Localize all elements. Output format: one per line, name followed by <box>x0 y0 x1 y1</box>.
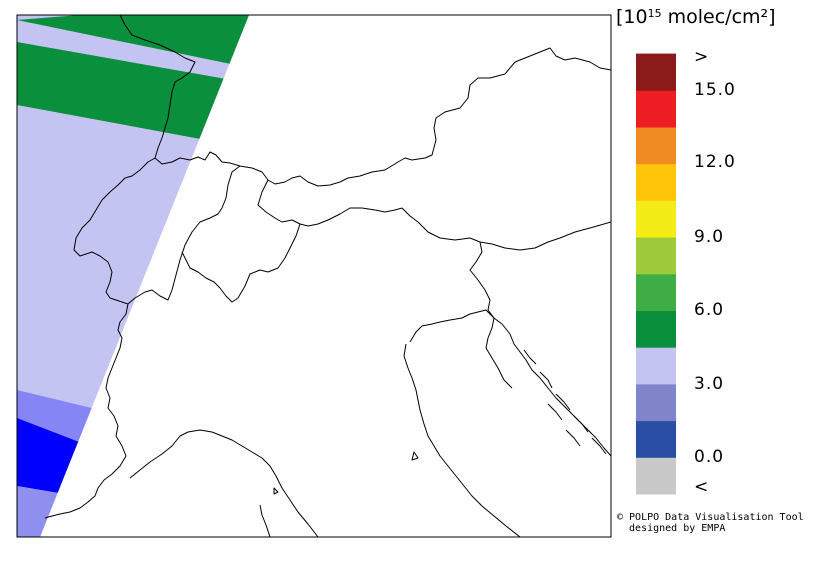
legend-tick-label: 3.0 <box>694 374 725 394</box>
map-area <box>17 15 611 537</box>
map-frame <box>16 14 612 538</box>
unit-exponent: 15 <box>647 7 662 20</box>
border-germany-austria <box>339 47 611 183</box>
unit-suffix: molec/cm²] <box>661 6 776 28</box>
coastline-venice <box>403 343 419 401</box>
border-lines <box>44 15 611 537</box>
legend-swatch <box>636 237 676 275</box>
legend-tick-label: 12.0 <box>694 152 736 172</box>
coastline-adriatic-west <box>409 309 513 389</box>
legend-swatch <box>636 310 676 348</box>
islands-dalmatia <box>523 349 607 455</box>
coastline-ligurian <box>129 429 319 537</box>
border-ticino <box>127 165 241 305</box>
legend-tick-label: < <box>694 477 710 497</box>
swath-band-medium-blue <box>17 390 100 450</box>
credit-text: © POLPO Data Visualisation Tool designed… <box>617 512 804 534</box>
swath-band-green-middle <box>17 42 249 150</box>
legend-swatch <box>636 127 676 165</box>
border-switzerland-italy <box>257 179 403 227</box>
legend-swatch <box>636 457 676 495</box>
legend-unit-title: [1015 molec/cm²] <box>616 6 776 28</box>
swath-band-green-top <box>17 15 249 70</box>
legend-tick-label: 0.0 <box>694 447 725 467</box>
legend-swatch <box>636 90 676 128</box>
legend-swatch <box>636 347 676 385</box>
border-sanmarino <box>411 451 419 461</box>
legend-swatch <box>636 53 676 91</box>
legend-color-bar <box>636 53 676 495</box>
border-austria-italy <box>401 207 611 251</box>
border-italy-slovenia <box>469 241 495 319</box>
legend-tick-label: > <box>694 47 710 67</box>
legend-swatch <box>636 273 676 311</box>
credit-line-2: designed by EMPA <box>617 523 726 534</box>
coastline-corsica <box>259 504 271 537</box>
legend-swatch <box>636 200 676 238</box>
unit-prefix: [10 <box>616 6 648 28</box>
border-france-italy <box>44 303 129 519</box>
legend-swatch <box>636 163 676 201</box>
border-france-switzerland <box>73 157 156 305</box>
island-elba <box>273 487 279 495</box>
legend-swatch <box>636 420 676 458</box>
border-france-germany <box>119 15 196 159</box>
legend-tick-label: 15.0 <box>694 80 736 100</box>
coastline-adriatic-east <box>417 399 521 537</box>
coastline-istria <box>493 317 611 457</box>
legend-swatch <box>636 383 676 422</box>
legend-tick-label: 9.0 <box>694 227 725 247</box>
legend-tick-label: 6.0 <box>694 300 725 320</box>
border-italy-switzerland-west <box>181 223 301 303</box>
credit-line-1: © POLPO Data Visualisation Tool <box>617 512 804 523</box>
